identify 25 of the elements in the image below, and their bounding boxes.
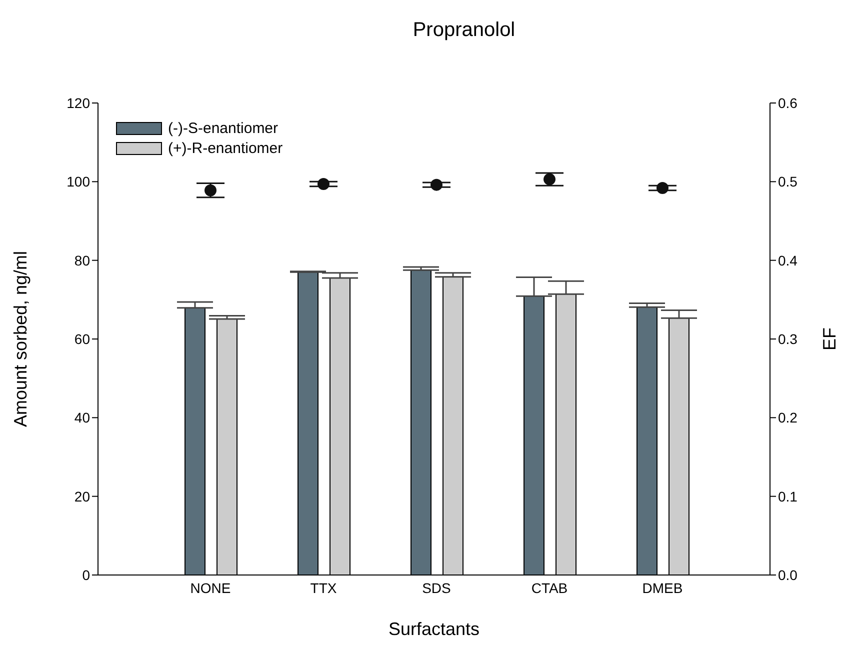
y-tick-label: 80 [74,252,90,268]
y-tick-label: 60 [74,330,90,347]
x-tick-label: NONE [190,580,231,596]
y-tick-label: 0 [82,566,90,583]
y-axis-title: Amount sorbed, ng/ml [10,250,30,428]
x-tick-label: SDS [422,580,451,596]
y2-tick-label: 0.6 [778,94,798,111]
x-axis-title: Surfactants [388,619,480,639]
chart-title: Propranolol [412,19,516,41]
y2-tick-label: 0.4 [778,252,798,268]
legend-label: (-)-S-enantiomer [168,120,278,136]
y-tick-label: 20 [74,488,90,504]
x-tick-label: DMEB [642,580,683,596]
x-tick-label: TTX [310,580,338,596]
y2-tick-label: 0.5 [778,174,798,190]
y-tick-label: 100 [66,174,90,190]
y2-tick-label: 0.0 [778,566,798,583]
y2-tick-label: 0.3 [778,330,798,347]
y2-axis-title: EF [819,327,840,351]
y-tick-label: 120 [66,94,90,111]
y2-tick-label: 0.2 [778,410,798,426]
y2-tick-label: 0.1 [778,488,798,504]
x-tick-label: CTAB [531,580,568,596]
y-tick-label: 40 [74,410,90,426]
legend-label: (+)-R-enantiomer [168,140,283,156]
